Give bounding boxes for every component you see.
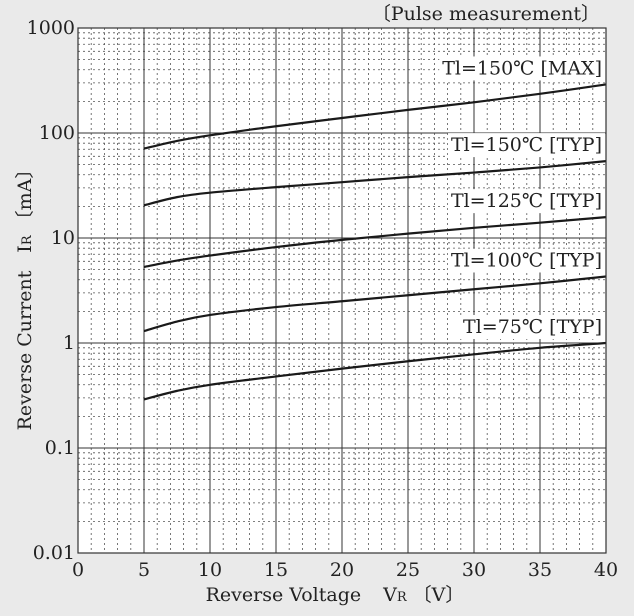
series-label-bg-4 — [447, 248, 605, 273]
y-axis-label: Reverse Current IR 〔mA〕 — [14, 160, 36, 431]
y-tick-label: 10 — [51, 227, 75, 249]
x-axis-label: Reverse Voltage VR 〔V〕 — [206, 584, 465, 606]
y-tick-label: 0.01 — [33, 542, 75, 564]
series-line-2 — [143, 160, 607, 207]
y-axis-symbol: I — [14, 245, 36, 253]
y-tick-label: 0.1 — [45, 437, 75, 459]
series-label-layer: Tl=150℃ [MAX] Tl=150℃ [TYP] Tl=125℃ [TYP] T… — [439, 56, 605, 339]
x-tick-label: 20 — [330, 559, 354, 581]
x-axis-symbol-sub: R — [397, 590, 408, 605]
series-line-3 — [143, 216, 607, 269]
x-axis-symbol: V — [382, 584, 397, 606]
series-label-4: Tl=100℃ [TYP] — [451, 249, 602, 271]
x-tick-label: 35 — [528, 559, 552, 581]
y-axis-unit: 〔mA〕 — [14, 160, 36, 230]
series-label-1: Tl=150℃ [MAX] — [442, 57, 602, 79]
series-line-5 — [143, 341, 607, 401]
series-label-5: Tl=75℃ [TYP] — [463, 316, 602, 338]
pulse-measurement-note: 〔Pulse measurement〕 — [372, 3, 600, 25]
x-tick-labels: 0 5 10 15 20 25 30 35 40 — [72, 559, 618, 581]
x-tick-label: 30 — [462, 559, 486, 581]
y-axis-symbol-sub: R — [20, 234, 35, 245]
x-tick-label: 10 — [198, 559, 222, 581]
plot-frame — [77, 27, 607, 554]
series-line-1 — [143, 83, 607, 150]
series-layer — [143, 83, 607, 401]
x-tick-label: 5 — [138, 559, 150, 581]
y-tick-label: 1 — [63, 332, 75, 354]
x-axis-unit: 〔V〕 — [413, 584, 465, 606]
y-tick-label: 100 — [39, 122, 75, 144]
y-tick-labels: 0.01 0.1 1 10 100 1000 — [27, 17, 75, 564]
x-axis-label-text: Reverse Voltage — [206, 584, 362, 606]
series-label-bg-1 — [439, 56, 605, 81]
y-tick-label: 1000 — [27, 17, 75, 39]
series-label-bg-5 — [460, 315, 605, 339]
x-tick-label: 0 — [72, 559, 84, 581]
x-tick-label: 25 — [396, 559, 420, 581]
y-axis-label-text: Reverse Current — [14, 270, 36, 430]
series-label-3: Tl=125℃ [TYP] — [451, 190, 602, 212]
series-label-bg-3 — [447, 189, 605, 214]
series-label-2: Tl=150℃ [TYP] — [451, 134, 602, 156]
x-tick-label: 40 — [594, 559, 618, 581]
series-label-bg-2 — [447, 133, 605, 158]
series-line-4 — [143, 275, 607, 333]
x-tick-label: 15 — [264, 559, 288, 581]
